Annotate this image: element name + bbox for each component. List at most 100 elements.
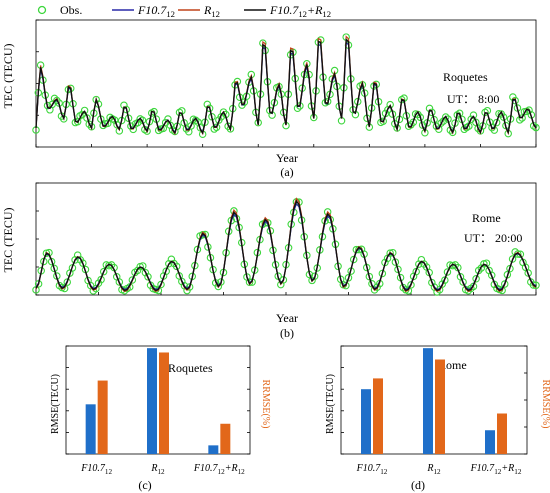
legend-r12-label: R12 <box>203 3 220 19</box>
obs-point <box>443 268 452 276</box>
legend-combo-label: F10.712+R12 <box>269 3 331 19</box>
panel-c-plot-area: F10.712 R12 F10.712+R12 <box>65 345 251 476</box>
obs-point <box>164 115 172 123</box>
obs-point <box>365 272 374 281</box>
obs-point <box>469 111 478 119</box>
obs-point <box>430 115 438 124</box>
panel-b-xlabel: Year <box>276 311 298 325</box>
obs-point <box>63 278 72 286</box>
bar-rrmse <box>97 380 108 454</box>
panel-d-station-label: Rome <box>438 358 467 372</box>
obs-point <box>407 281 415 289</box>
category-label: F10.712 <box>80 463 112 476</box>
obs-point <box>441 113 450 121</box>
category-label: R12 <box>150 463 165 476</box>
obs-point <box>349 255 358 264</box>
panel-a-xlabel: Year <box>276 151 298 165</box>
obs-point <box>99 267 108 276</box>
bar-rrmse <box>159 352 169 454</box>
panel-b-station-label: Rome <box>472 211 501 225</box>
bar-rmse <box>485 430 495 454</box>
panel-d-rome-error-bars: Rome (d) RMSE(TECU) RRMSE(%) <box>325 358 550 492</box>
obs-point <box>166 121 175 129</box>
obs-point <box>386 249 394 257</box>
panel-a-station-label: Roquetes <box>443 70 488 84</box>
obs-point <box>518 114 526 122</box>
bar-rrmse <box>220 423 231 454</box>
obs-point <box>191 116 200 125</box>
obs-point <box>80 106 89 115</box>
obs-point <box>524 269 532 277</box>
panel-d-caption: (d) <box>411 478 425 492</box>
obs-point <box>437 119 445 127</box>
series-line-combo <box>35 38 537 135</box>
obs-point <box>187 122 195 130</box>
obs-point <box>217 278 225 286</box>
panel-a-legend: Obs. F10.712 R12 F10.712+R12 <box>37 3 331 19</box>
obs-point <box>532 123 540 132</box>
obs-point <box>378 269 387 278</box>
series-line-combo <box>35 199 537 292</box>
obs-point <box>499 113 508 121</box>
panel-a-caption: (a) <box>280 165 293 179</box>
panel-c-roquetes-error-bars: Roquetes (c) RMSE(TECU) RRMSE(%) <box>50 361 271 492</box>
panel-a-ut-label: UT： 8:00 <box>447 92 499 106</box>
obs-point <box>394 265 402 274</box>
obs-point <box>245 278 254 287</box>
plot-frame <box>65 345 251 455</box>
obs-point <box>511 96 519 105</box>
category-label: F10.712+R12 <box>470 463 522 476</box>
obs-point <box>172 262 181 271</box>
panel-c-caption: (c) <box>138 478 151 492</box>
bar-rmse <box>361 389 371 454</box>
bar-rrmse <box>497 413 507 454</box>
legend-obs-label: Obs. <box>60 3 82 17</box>
bar-rrmse <box>435 359 445 454</box>
panel-a-roquetes-tec-chart: Roquetes UT： 8:00 Year (a) TEC (TECU) <box>1 44 499 180</box>
category-label: F10.712+R12 <box>193 463 245 476</box>
obs-point <box>472 274 480 283</box>
obs-point <box>110 116 119 124</box>
obs-point <box>379 117 387 126</box>
obs-point <box>508 255 517 263</box>
bar-rmse <box>85 404 96 454</box>
obs-point <box>217 113 225 121</box>
obs-points <box>32 198 540 296</box>
bar-rmse <box>147 348 157 454</box>
bar-rmse <box>208 445 219 454</box>
obs-point <box>157 280 165 289</box>
obs-point <box>529 281 538 289</box>
obs-point <box>162 267 170 276</box>
obs-point <box>212 123 221 132</box>
category-label: R12 <box>426 463 441 476</box>
obs-point <box>500 280 509 288</box>
obs-point <box>409 118 418 127</box>
obs-point <box>386 100 394 109</box>
obs-point <box>492 118 501 127</box>
obs-point <box>448 128 457 137</box>
panel-c-station-label: Roquetes <box>168 361 213 375</box>
obs-point <box>50 264 58 273</box>
legend-obs-marker <box>37 5 47 15</box>
panel-c-ylabel-right: RRMSE(%) <box>260 380 271 429</box>
obs-point <box>47 257 56 266</box>
panel-b-ut-label: UT： 20:00 <box>464 231 522 245</box>
obs-point <box>143 127 151 135</box>
obs-point <box>43 101 52 110</box>
panel-c-ylabel-left: RMSE(TECU) <box>50 374 61 434</box>
obs-point <box>418 121 427 129</box>
panel-b-caption: (b) <box>280 326 294 340</box>
obs-point <box>128 276 137 284</box>
panel-d-plot-area: F10.712 R12 F10.712+R12 <box>340 345 528 476</box>
obs-point <box>310 272 319 281</box>
panel-b-plot-area <box>32 182 540 296</box>
obs-point <box>344 274 353 282</box>
obs-point <box>115 278 124 286</box>
panel-d-ylabel-right: RRMSE(%) <box>540 380 550 429</box>
obs-point <box>133 266 142 275</box>
bar-rrmse <box>373 378 383 454</box>
bar-rmse <box>423 348 433 454</box>
obs-point <box>79 259 87 267</box>
panel-a-ylabel: TEC (TECU) <box>1 44 15 109</box>
